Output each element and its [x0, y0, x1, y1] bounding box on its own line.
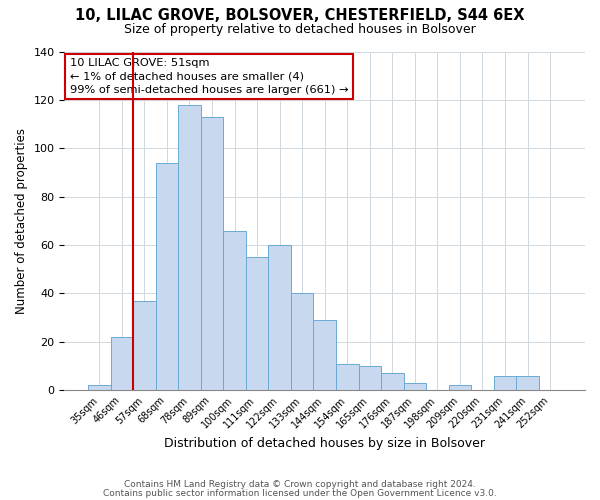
Bar — [404, 383, 426, 390]
Text: Contains HM Land Registry data © Crown copyright and database right 2024.: Contains HM Land Registry data © Crown c… — [124, 480, 476, 489]
Bar — [336, 364, 359, 390]
Bar — [494, 376, 516, 390]
Bar — [516, 376, 539, 390]
Bar — [110, 337, 133, 390]
Bar — [178, 104, 201, 390]
Bar — [291, 294, 313, 390]
Bar — [359, 366, 381, 390]
Bar — [313, 320, 336, 390]
X-axis label: Distribution of detached houses by size in Bolsover: Distribution of detached houses by size … — [164, 437, 485, 450]
Text: 10 LILAC GROVE: 51sqm
← 1% of detached houses are smaller (4)
99% of semi-detach: 10 LILAC GROVE: 51sqm ← 1% of detached h… — [70, 58, 348, 94]
Text: Size of property relative to detached houses in Bolsover: Size of property relative to detached ho… — [124, 22, 476, 36]
Bar — [381, 374, 404, 390]
Bar — [201, 117, 223, 390]
Text: 10, LILAC GROVE, BOLSOVER, CHESTERFIELD, S44 6EX: 10, LILAC GROVE, BOLSOVER, CHESTERFIELD,… — [75, 8, 525, 22]
Y-axis label: Number of detached properties: Number of detached properties — [15, 128, 28, 314]
Text: Contains public sector information licensed under the Open Government Licence v3: Contains public sector information licen… — [103, 488, 497, 498]
Bar — [449, 386, 471, 390]
Bar — [133, 300, 155, 390]
Bar — [155, 163, 178, 390]
Bar — [223, 230, 246, 390]
Bar — [88, 386, 110, 390]
Bar — [268, 245, 291, 390]
Bar — [246, 257, 268, 390]
